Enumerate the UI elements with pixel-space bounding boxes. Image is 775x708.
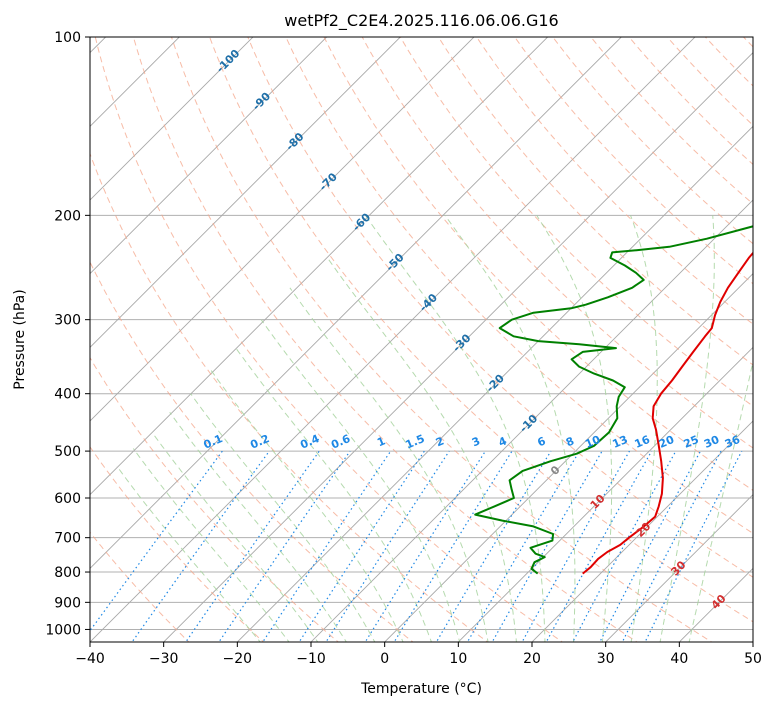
x-tick-label: −20 bbox=[223, 651, 253, 667]
moist-adiabat-line bbox=[536, 215, 613, 642]
dry-adiabat-line bbox=[94, 37, 564, 642]
y-tick-label: 100 bbox=[54, 30, 81, 46]
mixing-ratio-label: 20 bbox=[657, 433, 676, 451]
moist-adiabat-line bbox=[169, 412, 347, 642]
isotherm-line bbox=[605, 494, 753, 642]
temperature-profile-line bbox=[582, 251, 753, 575]
y-tick-label: 300 bbox=[54, 313, 81, 329]
mixing-ratio-label: 30 bbox=[702, 433, 721, 451]
dry-adiabat-line bbox=[209, 37, 753, 623]
moist-adiabat-line bbox=[260, 319, 461, 642]
y-tick-label: 500 bbox=[54, 444, 81, 460]
moist-adiabat-line bbox=[364, 215, 546, 642]
moist-adiabat-line bbox=[289, 287, 489, 642]
y-tick-label: 900 bbox=[54, 595, 81, 611]
mixing-ratio-line bbox=[521, 450, 631, 642]
mixing-ratio-label: 36 bbox=[723, 433, 742, 451]
y-tick-label: 600 bbox=[54, 491, 81, 507]
mixing-ratio-line bbox=[393, 450, 513, 642]
dewpoint-profile-line bbox=[474, 225, 753, 575]
mixing-ratio-label: 16 bbox=[633, 433, 652, 451]
dry-adiabat-line bbox=[132, 37, 638, 642]
y-axis-label: Pressure (hPa) bbox=[12, 289, 28, 389]
dry-adiabat-line bbox=[90, 356, 340, 642]
x-tick-label: −10 bbox=[296, 651, 326, 667]
isotherm-line bbox=[90, 37, 549, 496]
dry-adiabat-line bbox=[90, 152, 489, 642]
mixing-ratio-line bbox=[435, 450, 552, 642]
moist-adiabat-line bbox=[210, 369, 404, 642]
mixing-ratio-label: 25 bbox=[682, 433, 701, 451]
plot-area bbox=[90, 37, 753, 642]
moist-adiabat-line bbox=[132, 448, 290, 642]
x-axis-label: Temperature (°C) bbox=[360, 681, 482, 697]
x-tick-label: 50 bbox=[744, 651, 762, 667]
moist-adiabat-line bbox=[659, 215, 715, 642]
x-tick-label: 0 bbox=[380, 651, 389, 667]
moist-adiabat-line bbox=[444, 215, 576, 642]
moist-adiabat-line bbox=[190, 393, 376, 642]
mixing-ratio-line bbox=[298, 450, 425, 642]
dry-adiabat-line bbox=[90, 446, 265, 642]
isotherm-line bbox=[531, 420, 753, 642]
dry-adiabat-line bbox=[514, 37, 753, 285]
isotherm-line bbox=[90, 37, 475, 422]
moist-adiabat-line bbox=[151, 432, 319, 642]
plot-frame bbox=[89, 36, 754, 643]
mixing-ratio-line bbox=[491, 450, 603, 642]
moist-adiabat-line bbox=[630, 215, 658, 642]
moist-adiabat-line bbox=[326, 256, 518, 642]
y-tick-label: 700 bbox=[54, 531, 81, 547]
mixing-ratio-line bbox=[621, 450, 722, 642]
y-tick-label: 800 bbox=[54, 565, 81, 581]
mixing-ratio-label: 13 bbox=[611, 433, 630, 451]
isotherm-line bbox=[90, 37, 401, 348]
isotherm-line bbox=[90, 37, 696, 642]
mixing-ratio-line bbox=[262, 450, 392, 642]
x-tick-label: −30 bbox=[149, 651, 179, 667]
isotherm-line bbox=[384, 273, 753, 642]
isotherm-line bbox=[310, 199, 753, 642]
isotherm-line bbox=[457, 346, 753, 642]
x-tick-label: 20 bbox=[523, 651, 541, 667]
dry-adiabat-line bbox=[476, 37, 753, 325]
x-tick-label: 30 bbox=[597, 651, 615, 667]
y-tick-label: 1000 bbox=[45, 622, 81, 638]
isotherm-line bbox=[90, 37, 254, 201]
mixing-ratio-line bbox=[644, 450, 743, 642]
mixing-ratio-line bbox=[218, 450, 351, 642]
y-tick-label: 200 bbox=[54, 208, 81, 224]
dry-adiabat-line bbox=[90, 260, 414, 642]
isotherm-line bbox=[163, 52, 753, 642]
mixing-ratio-line bbox=[466, 450, 580, 642]
y-tick-label: 400 bbox=[54, 387, 81, 403]
x-tick-label: 10 bbox=[449, 651, 467, 667]
mixing-ratio-line bbox=[364, 450, 486, 642]
x-tick-label: −40 bbox=[75, 651, 105, 667]
isotherm-line bbox=[90, 37, 328, 275]
chart-title: wetPf2_C2E4.2025.116.06.06.G16 bbox=[284, 11, 558, 31]
axes: −40 −30 −20 −10 0 10 20 30 40 50 1000 900 800 700 600 5… bbox=[45, 30, 762, 667]
isotherm-line bbox=[236, 125, 753, 642]
mixing-ratio-label: 10 bbox=[583, 433, 602, 451]
mixing-ratio-line bbox=[325, 450, 450, 642]
moist-adiabat-line bbox=[116, 465, 261, 642]
mixing-ratio-line bbox=[90, 450, 223, 632]
x-tick-label: 40 bbox=[670, 651, 688, 667]
moist-adiabat-line bbox=[235, 347, 432, 642]
